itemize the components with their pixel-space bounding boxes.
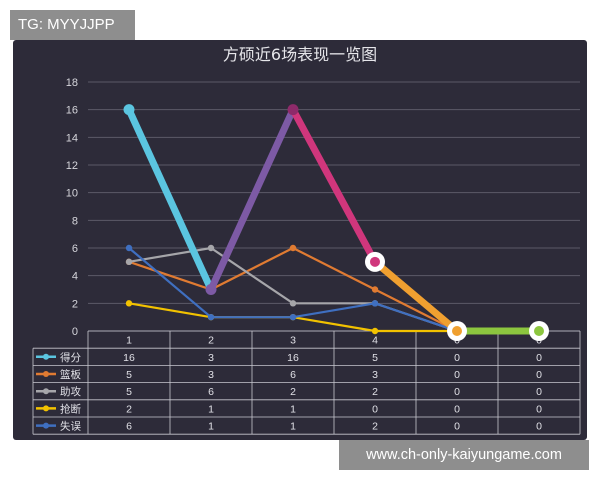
legend-swatch-marker xyxy=(43,371,49,377)
table-cell-value: 5 xyxy=(126,386,132,398)
table-cell-value: 1 xyxy=(208,421,214,433)
y-tick-label: 16 xyxy=(66,105,78,117)
table-cell-value: 1 xyxy=(290,421,296,433)
legend-swatch-marker xyxy=(43,388,49,395)
data-point xyxy=(289,300,297,307)
watermark-top: TG: MYYJJPP xyxy=(10,10,135,40)
table-cell-value: 2 xyxy=(290,386,296,398)
y-tick-label: 4 xyxy=(72,271,78,283)
data-point xyxy=(289,244,297,252)
series-segment xyxy=(289,106,379,266)
table-cell-value: 2 xyxy=(372,386,378,398)
table-cell-value: 5 xyxy=(126,369,132,381)
chart-panel xyxy=(13,40,587,440)
legend-swatch-marker xyxy=(43,405,49,412)
table-cell-value: 0 xyxy=(536,386,542,398)
series-line xyxy=(128,246,539,333)
table-cell-value: 0 xyxy=(536,369,542,381)
table-cell-value: 16 xyxy=(123,352,135,364)
data-point xyxy=(371,327,379,335)
table-cell-value: 0 xyxy=(454,369,460,381)
table-cell-value: 6 xyxy=(290,369,296,381)
series-line xyxy=(128,246,539,333)
series-0 xyxy=(123,104,549,341)
legend-label: 抢断 xyxy=(60,402,81,415)
series-segment xyxy=(371,258,461,335)
y-tick-label: 2 xyxy=(72,298,78,310)
data-point xyxy=(125,300,133,307)
data-point xyxy=(289,313,297,321)
table-cell-value: 3 xyxy=(372,369,378,381)
table-cell-value: 0 xyxy=(372,403,378,415)
table-cell-value: 2 xyxy=(372,421,378,433)
data-point xyxy=(125,258,133,266)
series-segment xyxy=(207,106,297,293)
series-2 xyxy=(125,244,543,335)
y-tick-label: 6 xyxy=(72,243,78,255)
y-tick-label: 12 xyxy=(66,160,78,172)
series-layer xyxy=(123,104,549,341)
table-cell-value: 2 xyxy=(126,403,132,415)
table-cell-value: 0 xyxy=(536,403,542,415)
table-cell-value: 0 xyxy=(454,421,460,433)
y-tick-label: 10 xyxy=(66,188,78,200)
x-category-label: 3 xyxy=(290,335,296,347)
series-1 xyxy=(125,244,543,335)
data-point xyxy=(205,284,217,295)
legend-swatch-marker xyxy=(43,353,49,360)
legend-label: 助攻 xyxy=(60,385,81,398)
table-cell-value: 0 xyxy=(454,352,460,364)
table-cell-value: 16 xyxy=(287,352,299,364)
data-point xyxy=(125,244,133,252)
data-point xyxy=(371,286,379,293)
x-category-label: 2 xyxy=(208,335,214,347)
series-4 xyxy=(125,244,543,335)
table-cell-value: 0 xyxy=(536,352,542,364)
data-point xyxy=(371,300,379,307)
x-category-label: 1 xyxy=(126,335,132,347)
grid-layer: 0 2 4 6 8 10 12 14 16 18 xyxy=(66,77,580,338)
legend-label: 得分 xyxy=(60,352,81,364)
data-point xyxy=(287,104,299,116)
series-line xyxy=(128,247,539,333)
watermark-bottom: www.ch-only-kaiyungame.com xyxy=(339,440,589,470)
x-category-label: 4 xyxy=(372,335,378,347)
series-segment xyxy=(125,106,215,293)
data-point xyxy=(207,313,215,321)
table-cell-value: 0 xyxy=(454,403,460,415)
table-cell-value: 0 xyxy=(536,421,542,433)
table-cell-value: 0 xyxy=(454,386,460,398)
legend-swatch-marker xyxy=(43,422,49,429)
data-point xyxy=(123,104,135,116)
y-tick-label: 0 xyxy=(72,326,78,338)
table-cell-value: 1 xyxy=(208,403,214,415)
data-point xyxy=(370,256,380,267)
table-cell-value: 5 xyxy=(372,352,378,364)
legend-label: 篮板 xyxy=(60,368,81,381)
data-point xyxy=(207,244,215,252)
data-point xyxy=(534,326,544,336)
series-line xyxy=(128,302,539,333)
table-cell-value: 3 xyxy=(208,369,214,381)
chart-title: 方硕近6场表现一览图 xyxy=(223,45,377,64)
data-table: 123400得分16316500篮板536300助攻562200抢断211000… xyxy=(32,330,581,435)
table-cell-value: 1 xyxy=(290,403,296,415)
table-cell-value: 6 xyxy=(208,386,214,398)
table-cell-value: 6 xyxy=(126,421,132,433)
legend-label: 失误 xyxy=(60,420,81,433)
table-cell-value: 3 xyxy=(208,352,214,364)
data-point xyxy=(452,326,462,336)
y-tick-label: 18 xyxy=(66,77,78,89)
y-tick-label: 14 xyxy=(66,132,78,144)
y-tick-label: 8 xyxy=(72,215,78,227)
